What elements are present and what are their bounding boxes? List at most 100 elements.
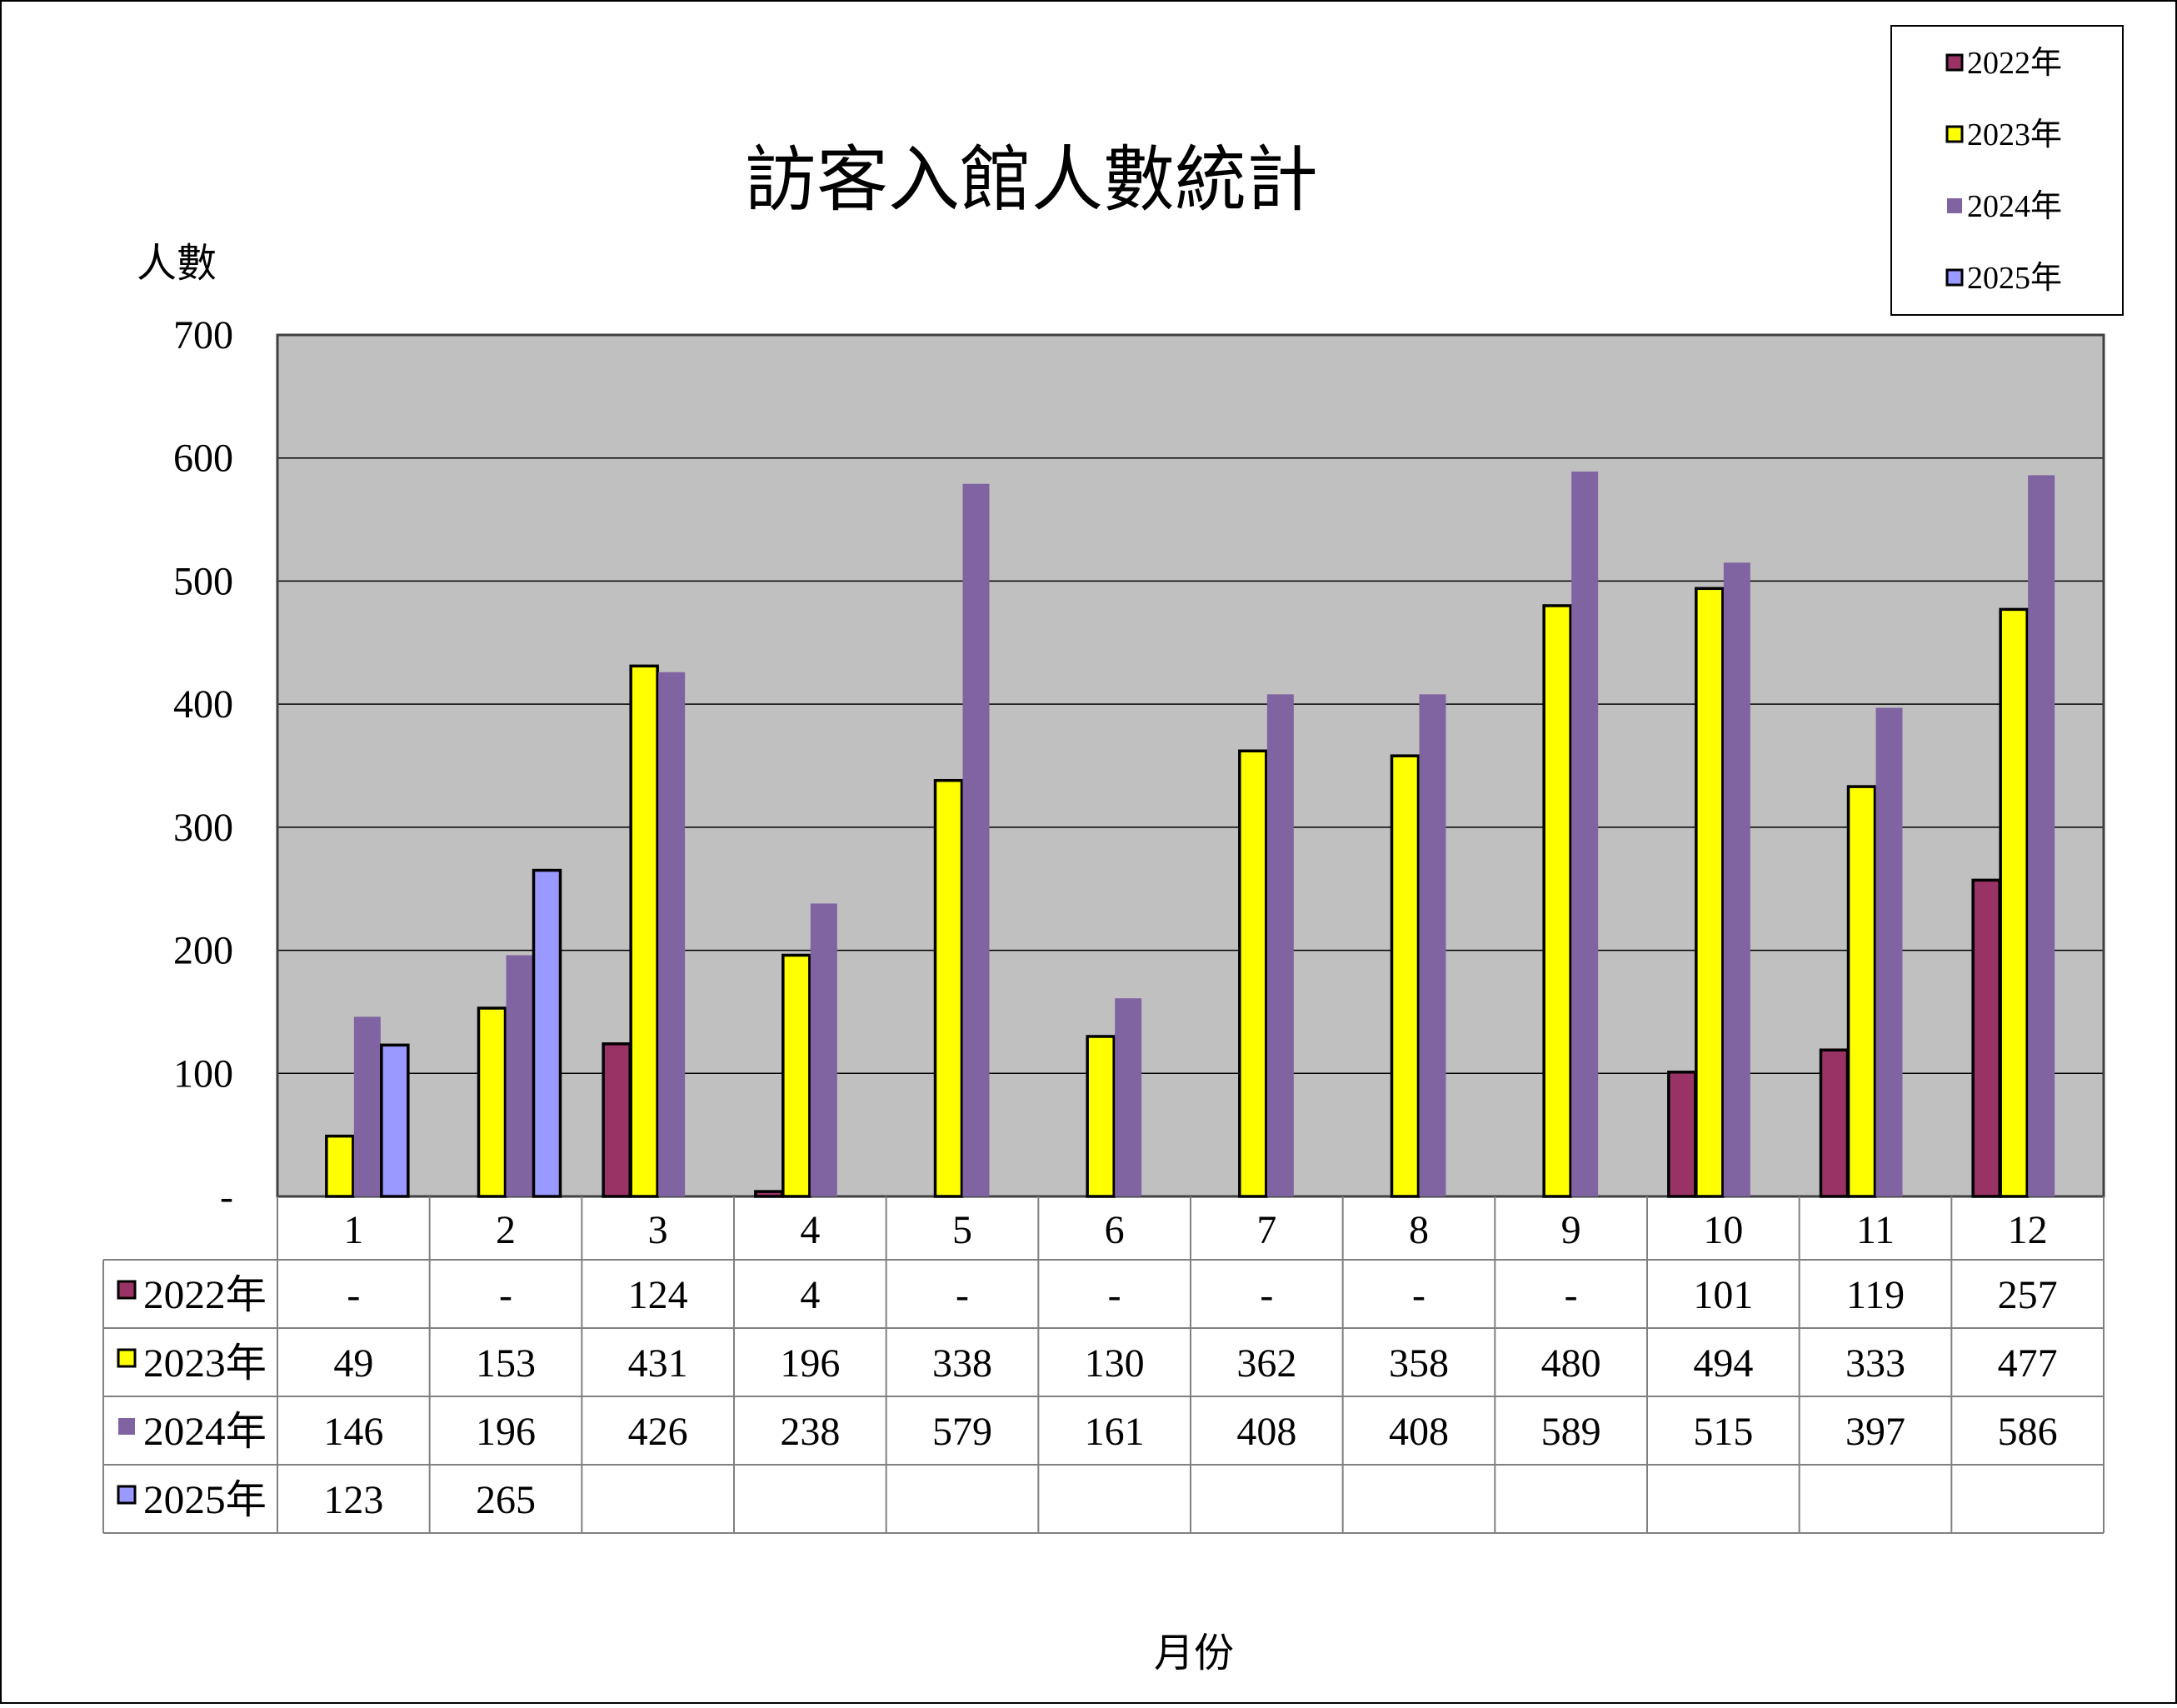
data-label: 153 [476,1341,536,1386]
data-label: 586 [1998,1410,2058,1454]
table-legend-key [118,1418,135,1435]
bar-2023年-9 [1542,604,1572,1198]
data-label: 238 [780,1410,840,1454]
data-label: 146 [323,1410,383,1454]
plot-background [277,335,2104,1196]
x-tick-label: 12 [2008,1208,2048,1252]
bar-2023年-4 [781,953,811,1198]
legend: 2022年 2023年 2024年 2025年 [1890,25,2124,316]
y-tick-label: 500 [173,559,233,603]
table-legend-key [117,1280,137,1300]
data-label: 408 [1389,1410,1449,1454]
data-label: 477 [1998,1341,2058,1386]
bar-2024年-12 [2028,475,2055,1196]
data-label: 101 [1693,1273,1753,1317]
legend-label: 2023年 [1967,117,2062,152]
data-label: - [499,1273,512,1317]
data-label: 494 [1693,1341,1753,1386]
bar-2024年-9 [1571,471,1599,1196]
bar-2023年-5 [933,778,964,1198]
y-axis-label: 人數 [137,242,217,286]
bar-2022年-12 [1971,878,2001,1198]
bar-2024年-6 [1115,998,1142,1196]
bar-2024年-1 [353,1016,381,1196]
bar-2022年-11 [1819,1048,1850,1198]
x-tick-label: 10 [1703,1208,1743,1252]
x-tick-label: 4 [800,1208,820,1252]
y-tick-label: 600 [173,437,233,481]
data-label: 124 [628,1273,688,1317]
data-label: 265 [476,1478,536,1522]
table-row-label: 2022年 [143,1273,267,1317]
legend-label: 2022年 [1967,46,2062,81]
legend-label: 2024年 [1967,189,2062,224]
x-tick-label: 1 [343,1208,363,1252]
y-tick-label: 700 [173,313,233,357]
data-label: 257 [1998,1273,2058,1317]
data-label: 338 [932,1341,992,1386]
data-label: 426 [628,1410,688,1454]
x-tick-label: 2 [496,1208,516,1252]
data-label: 480 [1541,1341,1601,1386]
y-tick-label: 200 [173,929,233,973]
data-label: - [1412,1273,1426,1317]
data-label: 515 [1693,1410,1753,1454]
x-tick-label: 9 [1561,1208,1581,1252]
data-label: 358 [1389,1341,1449,1386]
data-label: - [1565,1273,1578,1317]
bar-2023年-11 [1846,785,1877,1198]
bar-2024年-4 [810,903,837,1196]
x-tick-label: 7 [1256,1208,1276,1252]
legend-key-2023年 [1945,125,1964,143]
legend-key-2024年 [1947,198,1962,213]
bar-2024年-8 [1419,694,1446,1196]
data-label: 196 [476,1410,536,1454]
data-label: 362 [1236,1341,1296,1386]
data-label: 196 [780,1341,840,1386]
data-label: 579 [932,1410,992,1454]
data-label: 431 [628,1341,688,1386]
bar-2023年-3 [629,664,659,1198]
data-label: - [1260,1273,1273,1317]
data-label: 130 [1085,1341,1145,1386]
data-label: 4 [800,1273,820,1317]
bar-2023年-7 [1238,749,1268,1198]
legend-label: 2025年 [1967,261,2062,296]
data-label: 408 [1236,1410,1296,1454]
data-label: 49 [333,1341,373,1386]
y-tick-label: 100 [173,1051,233,1096]
bar-2022年-3 [602,1042,632,1198]
bar-2024年-5 [962,483,990,1196]
x-axis-label: 月份 [1154,1631,1234,1676]
bar-2022年-4 [754,1190,784,1198]
table-legend-key [117,1485,137,1505]
data-label: - [1108,1273,1121,1317]
bar-2023年-6 [1086,1035,1116,1198]
data-label: 119 [1846,1273,1905,1317]
legend-key-2025年 [1945,268,1964,287]
bar-2024年-7 [1266,694,1294,1196]
data-label: 123 [323,1478,383,1522]
x-tick-label: 3 [648,1208,668,1252]
table-legend-key [117,1348,137,1368]
y-tick-label: 400 [173,682,233,727]
table-row-label: 2023年 [143,1341,267,1386]
y-axis: - 100 200 300 400 500 600 700 [173,313,233,1219]
bar-2023年-8 [1390,754,1421,1198]
bar-2024年-11 [1875,707,1903,1196]
y-tick-label: - [220,1175,233,1219]
x-tick-label: 5 [952,1208,972,1252]
bar-2023年-1 [325,1134,355,1198]
bar-2024年-10 [1723,562,1750,1196]
data-label: 397 [1845,1410,1905,1454]
x-tick-label: 8 [1409,1208,1429,1252]
bar-2023年-2 [477,1006,507,1198]
table-row-label: 2024年 [143,1410,267,1454]
bars-layer [325,471,2055,1198]
bar-2025年-2 [532,868,562,1198]
data-label: 589 [1541,1410,1601,1454]
legend-box [1890,25,2124,316]
